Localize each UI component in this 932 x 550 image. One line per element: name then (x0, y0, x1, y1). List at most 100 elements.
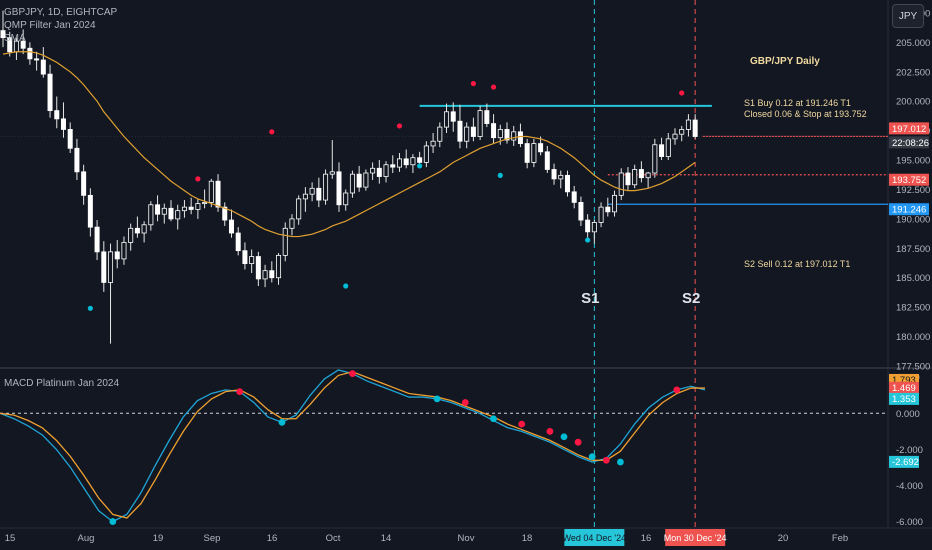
macd-value-badge (889, 455, 919, 468)
bull-candle (181, 206, 187, 212)
currency-button[interactable]: JPY (892, 4, 924, 28)
bear-candle (692, 119, 698, 137)
bull-candle (437, 126, 443, 142)
time-axis-tick: Sep (204, 533, 221, 544)
macd-value-text: 1.353 (892, 394, 916, 405)
price-axis-tick: 202.500 (896, 67, 930, 78)
bear-candle (356, 173, 362, 188)
sell-signal-dot (470, 80, 476, 87)
price-axis-tick: 205.000 (896, 38, 930, 49)
price-label-badge (889, 203, 929, 216)
macd-value-text: 1.793 (892, 375, 916, 386)
sell-signal-dot (490, 84, 497, 90)
bear-candle (81, 171, 87, 196)
symbol-title[interactable]: GBPJPY, 1D, EIGHTCAP (4, 7, 118, 18)
bear-candle (638, 169, 644, 179)
bear-candle (659, 144, 665, 157)
bear-candle (87, 194, 93, 228)
price-axis-tick: 182.500 (896, 303, 930, 314)
macd-sell-dot (574, 438, 582, 446)
bull-candle (430, 140, 436, 147)
bear-candle (235, 232, 241, 252)
macd-buy-dot (278, 418, 286, 426)
macd-axis-tick: 0.000 (896, 409, 920, 420)
macd-sell-dot (546, 427, 554, 435)
bull-candle (423, 145, 429, 163)
price-label-text: 191.246 (892, 205, 926, 216)
bull-candle (289, 218, 295, 229)
vertical-marker-label: Mon 30 Dec '24 (664, 533, 727, 543)
bear-candle (7, 37, 13, 53)
vertical-marker-badge (665, 529, 726, 546)
macd-sell-dot (461, 399, 469, 406)
bear-candle (74, 147, 80, 173)
bear-candle (255, 256, 261, 280)
time-axis-tick: Oct (326, 533, 341, 544)
price-label-badge (889, 136, 929, 149)
bull-candle (128, 227, 134, 243)
bear-candle (222, 206, 228, 221)
bull-candle (202, 202, 208, 204)
bull-candle (370, 167, 376, 174)
bull-candle (262, 270, 268, 280)
price-axis-tick: 192.500 (896, 185, 930, 196)
price-label-badge (889, 122, 929, 135)
price-axis-tick: 190.000 (896, 214, 930, 225)
label-s1: S1 (581, 290, 599, 307)
macd-title[interactable]: MACD Platinum Jan 2024 (4, 378, 120, 389)
bear-candle (571, 191, 577, 203)
bear-candle (155, 204, 161, 215)
bear-candle (585, 219, 591, 233)
bear-candle (544, 151, 550, 170)
bull-candle (652, 144, 658, 174)
sell-signal-dot (195, 176, 201, 182)
bear-candle (625, 172, 631, 186)
bull-candle (296, 198, 302, 220)
bear-candle (47, 73, 53, 112)
macd-value-text: 1.469 (892, 383, 916, 394)
bear-candle (188, 206, 194, 210)
bear-candle (215, 180, 221, 208)
bear-candle (242, 250, 248, 265)
indicator-sma-label[interactable]: SMA (4, 33, 26, 44)
bear-candle (403, 158, 409, 166)
bear-candle (470, 126, 476, 137)
bear-candle (457, 120, 463, 142)
indicator-qmp-label[interactable]: QMP Filter Jan 2024 (4, 20, 96, 31)
macd-sell-dot (236, 388, 244, 396)
macd-sell-dot (673, 386, 681, 394)
bull-candle (323, 173, 329, 201)
time-axis-tick: 16 (267, 533, 278, 544)
bear-candle (168, 207, 174, 220)
annotation-s2-text: S2 Sell 0.12 at 197.012 T1 (744, 259, 850, 269)
sell-signal-dot (679, 90, 685, 96)
bear-candle (450, 111, 456, 122)
price-label-text: 22:08:26 (892, 138, 929, 149)
macd-sell-dot (349, 370, 356, 378)
bull-candle (679, 129, 685, 135)
price-axis-tick: 195.000 (896, 156, 930, 167)
time-axis-tick: Feb (832, 533, 848, 544)
bear-candle (0, 30, 6, 39)
bull-candle (343, 192, 349, 206)
sma-line (2, 51, 696, 238)
price-axis-tick: 177.500 (896, 362, 930, 373)
bull-candle (410, 157, 416, 166)
annotation-s1-line2: Closed 0.06 & Stop at 193.752 (744, 109, 867, 119)
bear-candle (517, 131, 523, 144)
time-axis-tick: 16 (641, 533, 652, 544)
bull-candle (618, 172, 624, 196)
bear-candle (134, 227, 140, 234)
bear-candle (605, 206, 611, 213)
bear-candle (504, 129, 510, 141)
time-axis-tick: 15 (5, 533, 16, 544)
buy-signal-dot (343, 283, 349, 289)
bear-candle (491, 123, 497, 139)
buy-signal-dot (497, 172, 503, 178)
bull-candle (672, 133, 678, 140)
bull-candle (195, 203, 201, 210)
label-s2: S2 (682, 290, 700, 307)
time-axis-tick: Aug (78, 533, 95, 544)
